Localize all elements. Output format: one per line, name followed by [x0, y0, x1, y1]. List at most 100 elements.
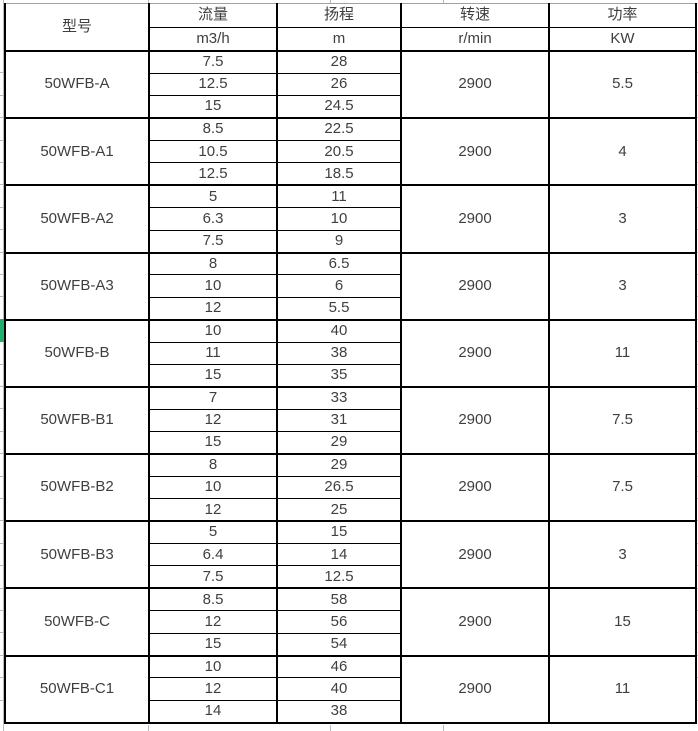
speed-cell: 2900 — [400, 49, 549, 119]
header-model: 型号 — [61, 17, 92, 35]
speed-cell: 2900 — [400, 385, 549, 455]
flow-cell: 12.5 — [148, 162, 277, 186]
head-cell: 56 — [276, 610, 401, 634]
flow-cell: 12 — [148, 610, 277, 634]
gridline-tick — [0, 95, 4, 96]
table-row: 7.5 12.5 — [5, 565, 696, 589]
flow-cell: 15 — [148, 632, 277, 656]
gridline-tick — [0, 677, 4, 678]
head-cell: 6.5 — [276, 251, 401, 275]
power-cell: 15 — [548, 587, 696, 656]
header-head-unit: m — [276, 27, 401, 51]
speed-cell: 2900 — [400, 117, 549, 186]
gridline-tick — [0, 162, 4, 163]
table-row: 7.5 9 — [5, 229, 696, 253]
header-flow-unit: m3/h — [148, 27, 277, 51]
table-row: 15 54 — [5, 632, 696, 656]
head-cell: 28 — [276, 49, 401, 74]
head-cell: 6 — [276, 274, 401, 298]
head-cell: 40 — [276, 677, 401, 701]
speed-cell: 2900 — [400, 520, 549, 589]
table-row: 50WFB-C1 10 46 2900 11 — [5, 654, 696, 723]
table-row: 50WFB-B2 8 29 2900 7.5 — [5, 453, 696, 522]
gridline-tick — [443, 725, 444, 731]
header-row-names: 型号 流量 扬程 转速 功率 — [5, 3, 696, 34]
header-power: 功率 — [548, 3, 696, 28]
table-row: 10 26.5 — [5, 475, 696, 499]
speed-cell: 2900 — [400, 654, 549, 723]
table-row: 12 40 — [5, 677, 696, 701]
header-speed-unit: r/min — [400, 27, 549, 51]
gridline-tick — [0, 431, 4, 432]
table-row: 50WFB-B3 5 15 2900 3 — [5, 520, 696, 589]
head-cell: 10 — [276, 207, 401, 231]
table-row: 11 38 — [5, 341, 696, 365]
model-cell: 50WFB-A1 — [5, 117, 149, 186]
table-row: 50WFB-A1 8.5 22.5 2900 4 — [5, 117, 696, 186]
head-cell: 24.5 — [276, 95, 401, 119]
table-body: 50WFB-A 7.5 28 2900 5.5 12.5 26 15 24.5 50WFB-A1 8… — [5, 49, 696, 723]
model-cell: 50WFB-B2 — [5, 453, 149, 522]
table-row: 15 35 — [5, 363, 696, 387]
gridline-tick — [0, 296, 4, 297]
power-cell: 11 — [548, 654, 696, 723]
flow-cell: 7.5 — [148, 229, 277, 253]
power-cell: 5.5 — [548, 49, 696, 119]
gridline-tick — [0, 274, 4, 275]
gridline-tick — [0, 252, 4, 253]
table-row: 50WFB-C 8.5 58 2900 15 — [5, 587, 696, 656]
gridline-tick — [0, 364, 4, 365]
head-cell: 33 — [276, 385, 401, 410]
flow-cell: 10 — [148, 475, 277, 499]
speed-cell: 2900 — [400, 184, 549, 253]
power-cell: 3 — [548, 184, 696, 253]
table-row: 50WFB-A2 5 11 2900 3 — [5, 184, 696, 253]
head-cell: 26.5 — [276, 475, 401, 499]
head-cell: 5.5 — [276, 296, 401, 320]
flow-cell: 7 — [148, 385, 277, 410]
head-cell: 29 — [276, 431, 401, 455]
head-cell: 31 — [276, 408, 401, 432]
gridline-tick — [0, 498, 4, 499]
flow-cell: 12 — [148, 677, 277, 701]
speed-cell: 2900 — [400, 453, 549, 522]
table-row: 6.3 10 — [5, 207, 696, 231]
gridline-tick — [0, 408, 4, 409]
flow-cell: 15 — [148, 95, 277, 119]
gridline-tick — [148, 0, 149, 3]
table-row: 12 25 — [5, 498, 696, 522]
head-cell: 20.5 — [276, 140, 401, 163]
gridline-tick — [0, 140, 4, 141]
speed-cell: 2900 — [400, 587, 549, 656]
head-cell: 11 — [276, 184, 401, 208]
gridline-tick — [0, 565, 4, 566]
flow-cell: 8.5 — [148, 587, 277, 611]
flow-cell: 10.5 — [148, 140, 277, 163]
flow-cell: 7.5 — [148, 565, 277, 589]
gridline-tick — [0, 543, 4, 544]
flow-cell: 6.3 — [148, 207, 277, 231]
head-cell: 25 — [276, 498, 401, 522]
header-row-units: m3/h m r/min KW — [5, 27, 696, 51]
gridline-tick — [0, 184, 4, 185]
model-cell: 50WFB-C1 — [5, 654, 149, 723]
model-cell: 50WFB-B1 — [5, 385, 149, 455]
head-cell: 35 — [276, 363, 401, 387]
flow-cell: 12.5 — [148, 72, 277, 96]
header-head: 扬程 — [276, 3, 401, 28]
power-cell: 3 — [548, 520, 696, 589]
gridline-tick — [0, 610, 4, 611]
head-cell: 29 — [276, 453, 401, 477]
gridline-tick — [0, 588, 4, 589]
flow-cell: 7.5 — [148, 49, 277, 74]
speed-cell: 2900 — [400, 318, 549, 387]
gridline-tick — [330, 0, 331, 3]
gridline-tick — [0, 117, 4, 118]
head-cell: 22.5 — [276, 117, 401, 141]
gridline-tick — [443, 0, 444, 3]
flow-cell: 5 — [148, 184, 277, 208]
head-cell: 9 — [276, 229, 401, 253]
row-selection-indicator — [0, 319, 5, 342]
model-cell: 50WFB-A — [5, 49, 149, 119]
head-cell: 15 — [276, 520, 401, 544]
